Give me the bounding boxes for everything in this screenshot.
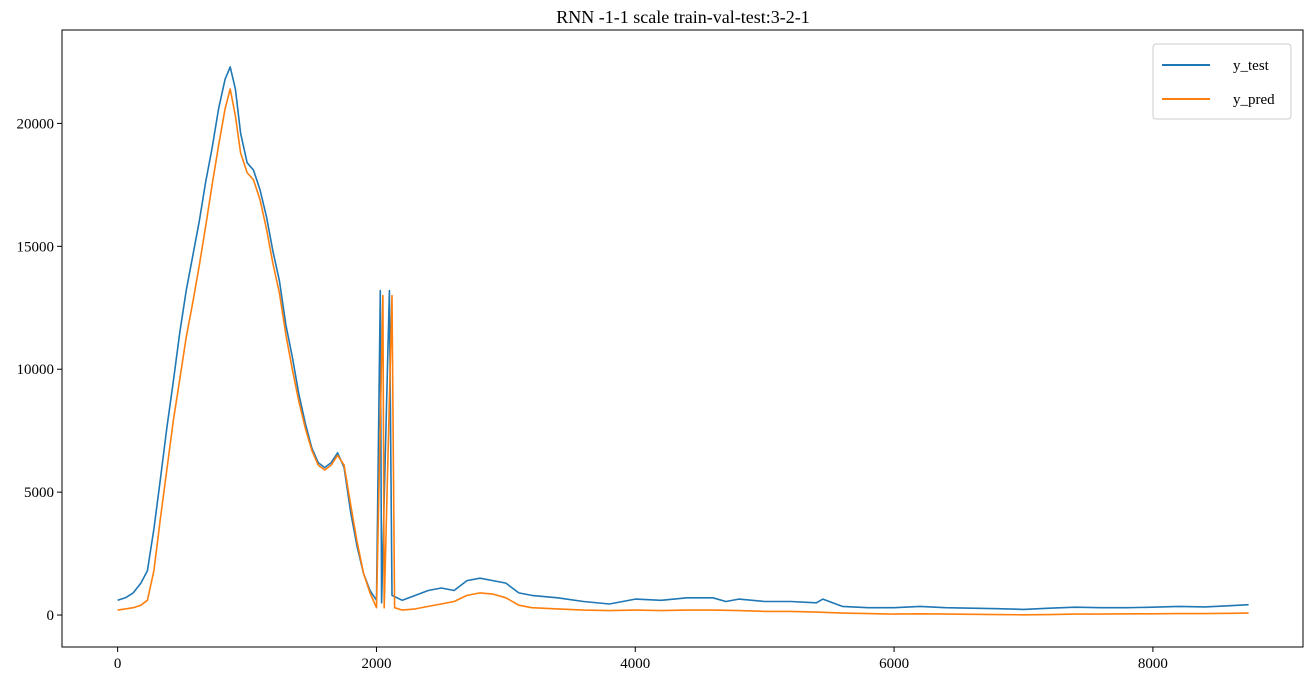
y-tick-label: 0: [47, 608, 55, 624]
series-line-y-pred: [117, 88, 1249, 616]
x-axis-ticks: 0 2000 4000 6000 8000: [114, 647, 1168, 672]
y-axis-ticks: 0 5000 10000 15000 20000: [17, 116, 62, 624]
x-tick-label: 8000: [1138, 656, 1168, 672]
series-line-y-test: [117, 66, 1249, 611]
x-tick-label: 2000: [361, 656, 391, 672]
legend: y_test y_pred: [1152, 43, 1292, 120]
legend-label-y-pred: y_pred: [1233, 92, 1275, 108]
x-tick-label: 0: [114, 656, 122, 672]
series-layer: [117, 66, 1249, 616]
y-tick-label: 15000: [17, 239, 55, 255]
legend-frame: [1152, 43, 1292, 120]
y-tick-label: 20000: [17, 116, 55, 132]
x-tick-label: 6000: [879, 656, 909, 672]
chart-title: RNN -1-1 scale train-val-test:3-2-1: [556, 7, 809, 27]
plot-frame: [61, 29, 1304, 648]
legend-label-y-test: y_test: [1233, 58, 1270, 74]
y-tick-label: 10000: [17, 362, 55, 378]
x-tick-label: 4000: [620, 656, 650, 672]
y-tick-label: 5000: [24, 485, 54, 501]
